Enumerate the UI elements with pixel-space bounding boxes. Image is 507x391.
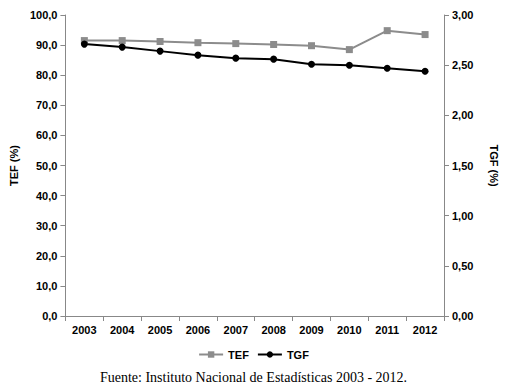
svg-text:70,0: 70,0: [36, 99, 57, 111]
svg-text:100,0: 100,0: [30, 9, 58, 21]
svg-text:20,0: 20,0: [36, 250, 57, 262]
svg-text:50,0: 50,0: [36, 160, 57, 172]
svg-text:1,00: 1,00: [452, 210, 473, 222]
svg-text:2,50: 2,50: [452, 59, 473, 71]
svg-text:TGF (%): TGF (%): [488, 144, 500, 186]
svg-text:2008: 2008: [261, 324, 285, 336]
svg-text:10,0: 10,0: [36, 280, 57, 292]
svg-text:0,0: 0,0: [42, 310, 57, 322]
svg-text:2009: 2009: [299, 324, 323, 336]
svg-text:40,0: 40,0: [36, 190, 57, 202]
svg-text:2003: 2003: [72, 324, 96, 336]
svg-text:TEF (%): TEF (%): [8, 145, 20, 186]
svg-text:2007: 2007: [224, 324, 248, 336]
svg-text:2012: 2012: [413, 324, 437, 336]
svg-text:2006: 2006: [186, 324, 210, 336]
svg-text:80,0: 80,0: [36, 69, 57, 81]
svg-text:2005: 2005: [148, 324, 172, 336]
svg-text:30,0: 30,0: [36, 220, 57, 232]
svg-text:3,00: 3,00: [452, 9, 473, 21]
svg-text:Fuente: Instituto Nacional de: Fuente: Instituto Nacional de Estadístic…: [100, 370, 407, 385]
svg-text:0,00: 0,00: [452, 310, 473, 322]
svg-text:0,50: 0,50: [452, 260, 473, 272]
svg-text:TEF: TEF: [228, 349, 249, 361]
svg-text:TGF: TGF: [287, 349, 309, 361]
svg-text:2010: 2010: [337, 324, 361, 336]
svg-text:2,00: 2,00: [452, 109, 473, 121]
svg-text:60,0: 60,0: [36, 129, 57, 141]
svg-text:1,50: 1,50: [452, 160, 473, 172]
svg-text:2011: 2011: [375, 324, 399, 336]
svg-text:2004: 2004: [110, 324, 135, 336]
svg-text:90,0: 90,0: [36, 39, 57, 51]
